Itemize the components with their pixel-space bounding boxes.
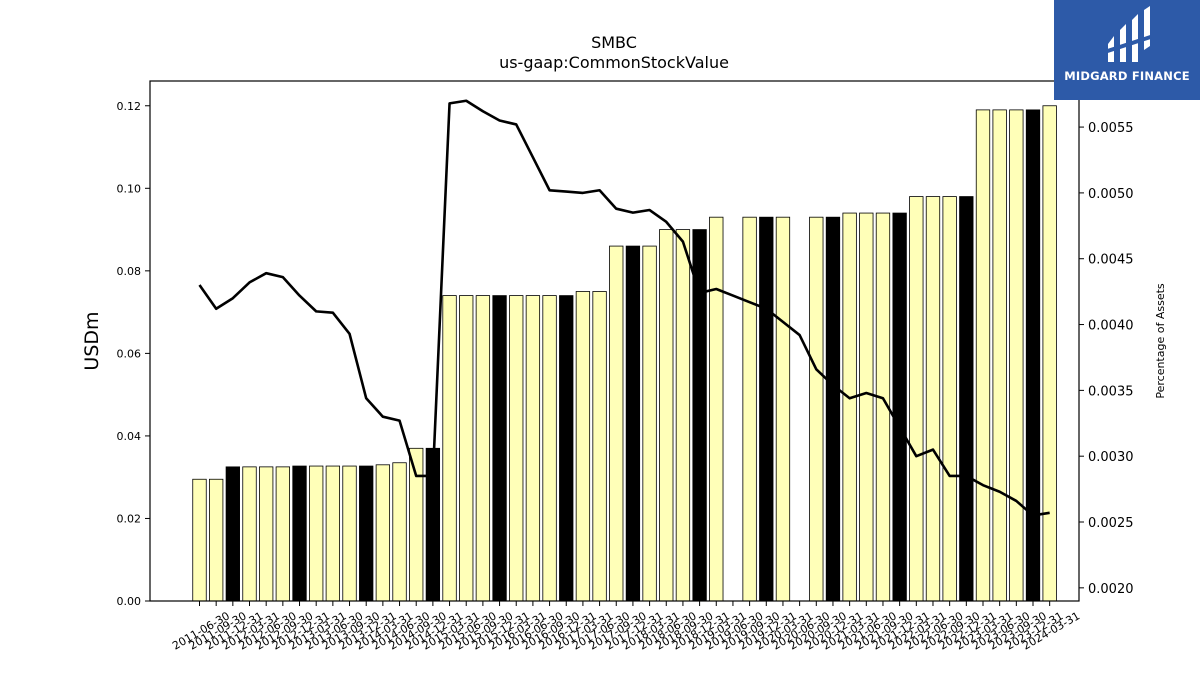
plot-frame xyxy=(149,80,1080,602)
bar xyxy=(492,295,507,602)
bar xyxy=(642,245,657,602)
bar xyxy=(525,295,541,602)
bar xyxy=(659,229,674,602)
y2-tick-label: 0.0055 xyxy=(1088,121,1134,136)
bar xyxy=(775,216,791,602)
bar xyxy=(1042,105,1057,602)
y2-axis-label: Percentage of Assets xyxy=(1154,283,1167,399)
midgard-logo-icon xyxy=(1106,6,1152,62)
bar xyxy=(242,466,257,602)
bar xyxy=(592,291,607,602)
bar xyxy=(625,245,641,602)
bar xyxy=(359,465,374,602)
bar xyxy=(709,216,724,602)
bar xyxy=(1025,109,1041,602)
bar xyxy=(992,109,1007,602)
bar xyxy=(409,447,424,602)
bar xyxy=(809,216,824,602)
bar xyxy=(275,466,291,602)
bar xyxy=(225,466,240,602)
bar-group xyxy=(192,105,1057,602)
bar xyxy=(1009,109,1024,602)
bar xyxy=(559,295,574,602)
y-axis-label: USDm xyxy=(81,311,103,370)
bar xyxy=(459,295,474,602)
bar xyxy=(842,212,857,602)
y-tick-label: 0.12 xyxy=(117,100,142,113)
bar xyxy=(859,212,874,602)
bar xyxy=(309,465,324,602)
y2-tick-label: 0.0030 xyxy=(1088,450,1134,465)
y-tick-label: 0.08 xyxy=(117,265,142,278)
y2-tick-label: 0.0050 xyxy=(1088,187,1134,202)
bar xyxy=(342,465,357,602)
y2-tick-label: 0.0035 xyxy=(1088,384,1134,399)
bar xyxy=(325,465,341,602)
chart-subtitle: us-gaap:CommonStockValue xyxy=(499,53,729,72)
bar xyxy=(542,295,557,602)
bar xyxy=(609,245,624,602)
y-tick-label: 0.00 xyxy=(117,595,142,608)
bar xyxy=(392,462,407,602)
bar xyxy=(692,229,707,602)
y2-tick-label: 0.0045 xyxy=(1088,253,1134,268)
bar xyxy=(375,464,391,602)
bar xyxy=(475,295,491,602)
percentage-line xyxy=(198,99,1050,517)
brand-name: MIDGARD FINANCE xyxy=(1064,69,1190,83)
bar xyxy=(509,295,524,602)
bar xyxy=(925,196,941,602)
bar xyxy=(192,478,207,602)
brand-logo: MIDGARD FINANCE xyxy=(1054,0,1200,100)
y2-tick-label: 0.0020 xyxy=(1088,582,1134,597)
y2-tick-label: 0.0040 xyxy=(1088,319,1134,334)
bar xyxy=(975,109,991,602)
y-axis: 0.00 0.02 0.04 0.06 0.08 0.10 0.12 xyxy=(117,100,150,608)
bar xyxy=(442,295,457,602)
bar xyxy=(575,291,591,602)
bar xyxy=(825,216,841,602)
x-axis: 2011-06-302011-09-302011-12-312012-03-31… xyxy=(170,601,1082,653)
y-tick-label: 0.02 xyxy=(117,512,142,525)
bar xyxy=(759,216,774,602)
bar xyxy=(742,216,757,602)
bar xyxy=(292,465,307,602)
bar xyxy=(959,196,974,602)
y-tick-label: 0.10 xyxy=(117,182,142,195)
y2-tick-label: 0.0025 xyxy=(1088,516,1134,531)
bar xyxy=(909,196,924,602)
y-tick-label: 0.06 xyxy=(117,347,142,360)
y-tick-label: 0.04 xyxy=(117,430,142,443)
bar xyxy=(675,229,691,602)
y2-axis: 0.0020 0.0025 0.0030 0.0035 0.0040 0.0045 0.00… xyxy=(1079,121,1134,597)
bar xyxy=(209,478,224,602)
bar xyxy=(892,212,907,602)
bar xyxy=(259,466,274,602)
chart-title: SMBC xyxy=(591,33,637,52)
bar xyxy=(942,196,957,602)
